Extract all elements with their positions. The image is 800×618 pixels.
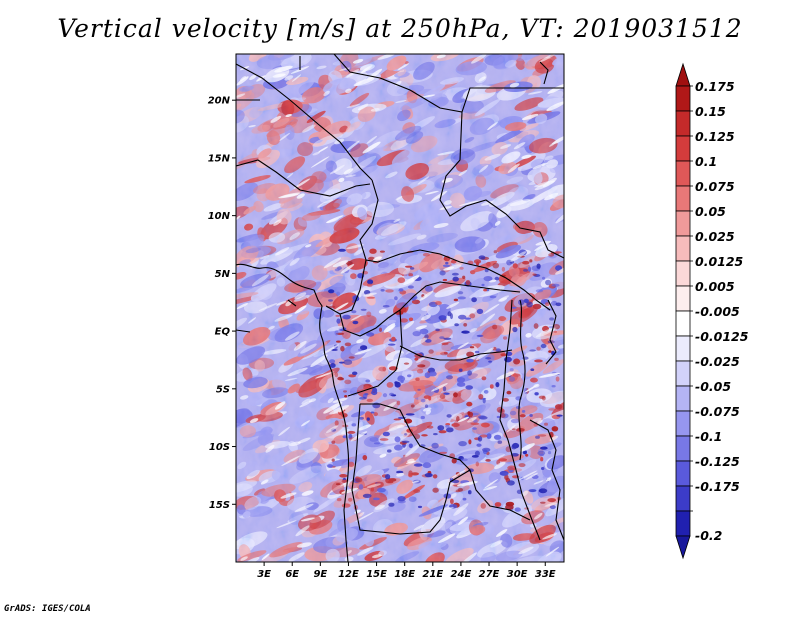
lat-tick-label: 10N (208, 211, 231, 222)
longitude-axis: 3E 6E 9E 12E 15E 18E 21E 24E 27E 30E 33E (257, 562, 556, 580)
colorbar-box (675, 285, 691, 312)
grads-credit: GrADS: IGES/COLA (4, 604, 91, 614)
lat-tick-label: 15N (208, 153, 231, 164)
colorbar-box (675, 185, 691, 212)
colorbar-label: -0.05 (695, 379, 731, 394)
colorbar-box (675, 410, 691, 437)
colorbar-box (675, 210, 691, 237)
lon-tick-label: 9E (313, 569, 327, 580)
colorbar-box (675, 260, 691, 287)
colorbar-label: 0.005 (695, 279, 735, 294)
lat-tick-label: 5S (216, 384, 230, 395)
colorbar-box (675, 435, 691, 462)
colorbar-label: -0.005 (695, 304, 740, 319)
colorbar-label: 0.025 (695, 229, 735, 244)
field-texture (236, 54, 564, 562)
country-borders (236, 54, 564, 562)
colorbar: 0.175 0.15 0.125 0.1 0.075 0.05 0.025 0.0125 0.0… (675, 62, 749, 560)
lat-tick-label: 5N (215, 269, 231, 280)
colorbar-box (675, 85, 691, 112)
lon-tick-label: 27E (479, 569, 500, 580)
lat-tick-label: 10S (209, 442, 230, 453)
lon-tick-label: 30E (507, 569, 528, 580)
colorbar-box (675, 160, 691, 187)
lon-tick-label: 21E (422, 569, 443, 580)
colorbar-label: -0.075 (695, 404, 740, 419)
chart-title: Vertical velocity [m/s] at 250hPa, VT: 2… (57, 14, 743, 43)
colorbar-label: 0.0125 (695, 254, 744, 269)
colorbar-label: 0.05 (695, 204, 726, 219)
colorbar-label: -0.175 (695, 479, 740, 494)
lat-tick-label: 15S (209, 500, 230, 511)
colorbar-label: -0.125 (695, 454, 740, 469)
velocity-field (236, 54, 564, 562)
colorbar-box (675, 235, 691, 262)
colorbar-label: -0.025 (695, 354, 740, 369)
colorbar-label: 0.1 (695, 154, 717, 169)
colorbar-label: -0.0125 (695, 329, 749, 344)
colorbar-label: 0.075 (695, 179, 735, 194)
map-frame (235, 53, 565, 563)
lat-tick-label: EQ (215, 327, 231, 338)
colorbar-box (675, 335, 691, 362)
lon-tick-label: 18E (394, 569, 415, 580)
colorbar-box (675, 310, 691, 337)
colorbar-box (675, 485, 691, 512)
colorbar-box (675, 110, 691, 137)
colorbar-box (675, 460, 691, 487)
lat-tick-label: 20N (208, 96, 231, 107)
lon-tick-label: 6E (285, 569, 299, 580)
colorbar-box (675, 135, 691, 162)
lon-tick-label: 24E (451, 569, 472, 580)
colorbar-bottom-arrow (675, 535, 691, 560)
colorbar-box (675, 510, 691, 537)
colorbar-label: -0.1 (695, 429, 722, 444)
lon-tick-label: 15E (366, 569, 387, 580)
colorbar-label: -0.2 (695, 528, 722, 543)
lon-tick-label: 33E (535, 569, 556, 580)
lon-tick-label: 3E (257, 569, 271, 580)
colorbar-box (675, 360, 691, 387)
colorbar-top-arrow (675, 62, 691, 87)
colorbar-label: 0.125 (695, 129, 735, 144)
colorbar-label: 0.175 (695, 79, 735, 94)
colorbar-box (675, 385, 691, 412)
lon-tick-label: 12E (338, 569, 359, 580)
colorbar-label: 0.15 (695, 104, 726, 119)
latitude-axis: 20N 15N 10N 5N EQ 5S 10S 15S (208, 96, 236, 511)
